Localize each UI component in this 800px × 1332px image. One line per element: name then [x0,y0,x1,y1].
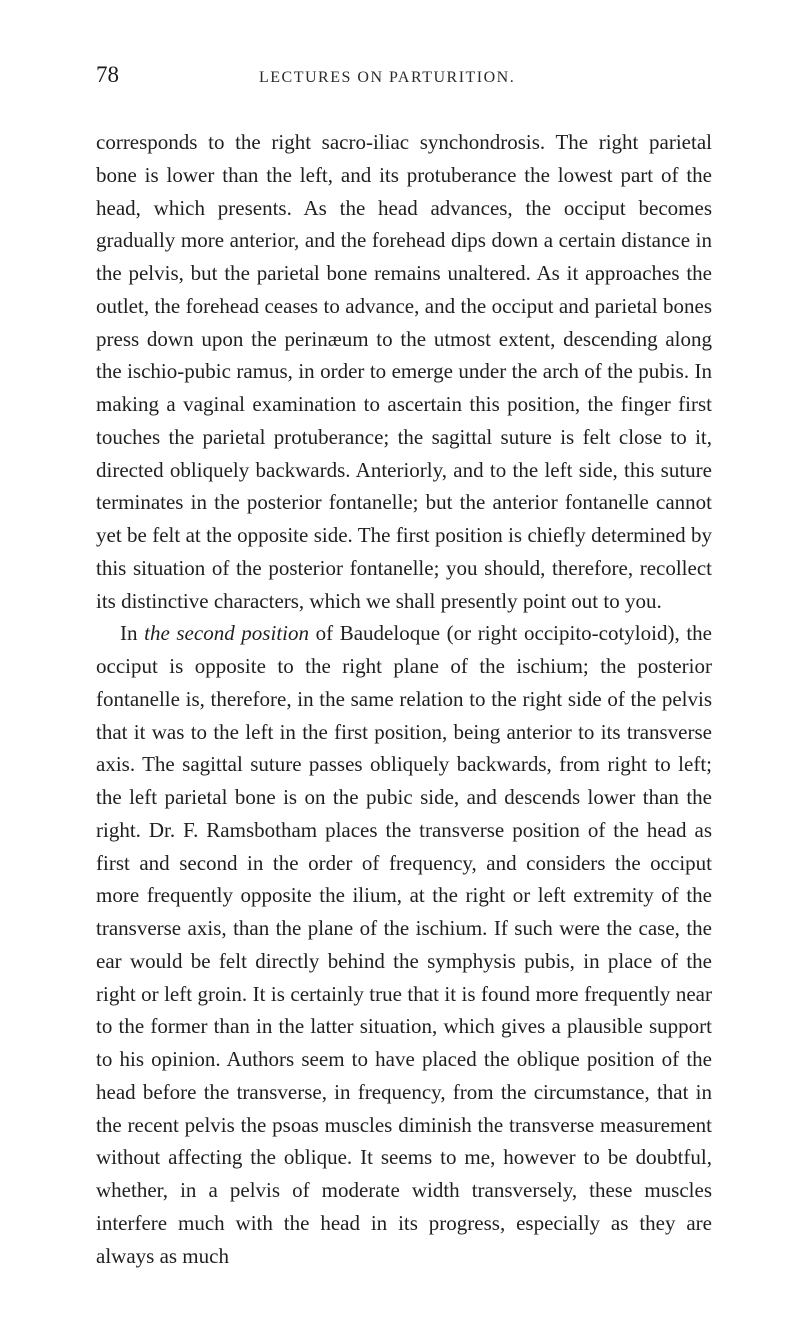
page-container: 78 LECTURES ON PARTURITION. corresponds … [0,0,800,1332]
page-header: 78 LECTURES ON PARTURITION. [96,62,712,88]
running-title: LECTURES ON PARTURITION. [259,69,515,87]
p2-text-rest: of Baudeloque (or right occipito-cotyloi… [96,621,712,1267]
p2-italic-phrase: the second position [144,621,309,645]
page-number: 78 [96,62,119,88]
paragraph-1: corresponds to the right sacro-iliac syn… [96,126,712,617]
body-text: corresponds to the right sacro-iliac syn… [96,126,712,1272]
p2-text-lead: In [120,621,144,645]
paragraph-2: In the second position of Baudeloque (or… [96,617,712,1272]
